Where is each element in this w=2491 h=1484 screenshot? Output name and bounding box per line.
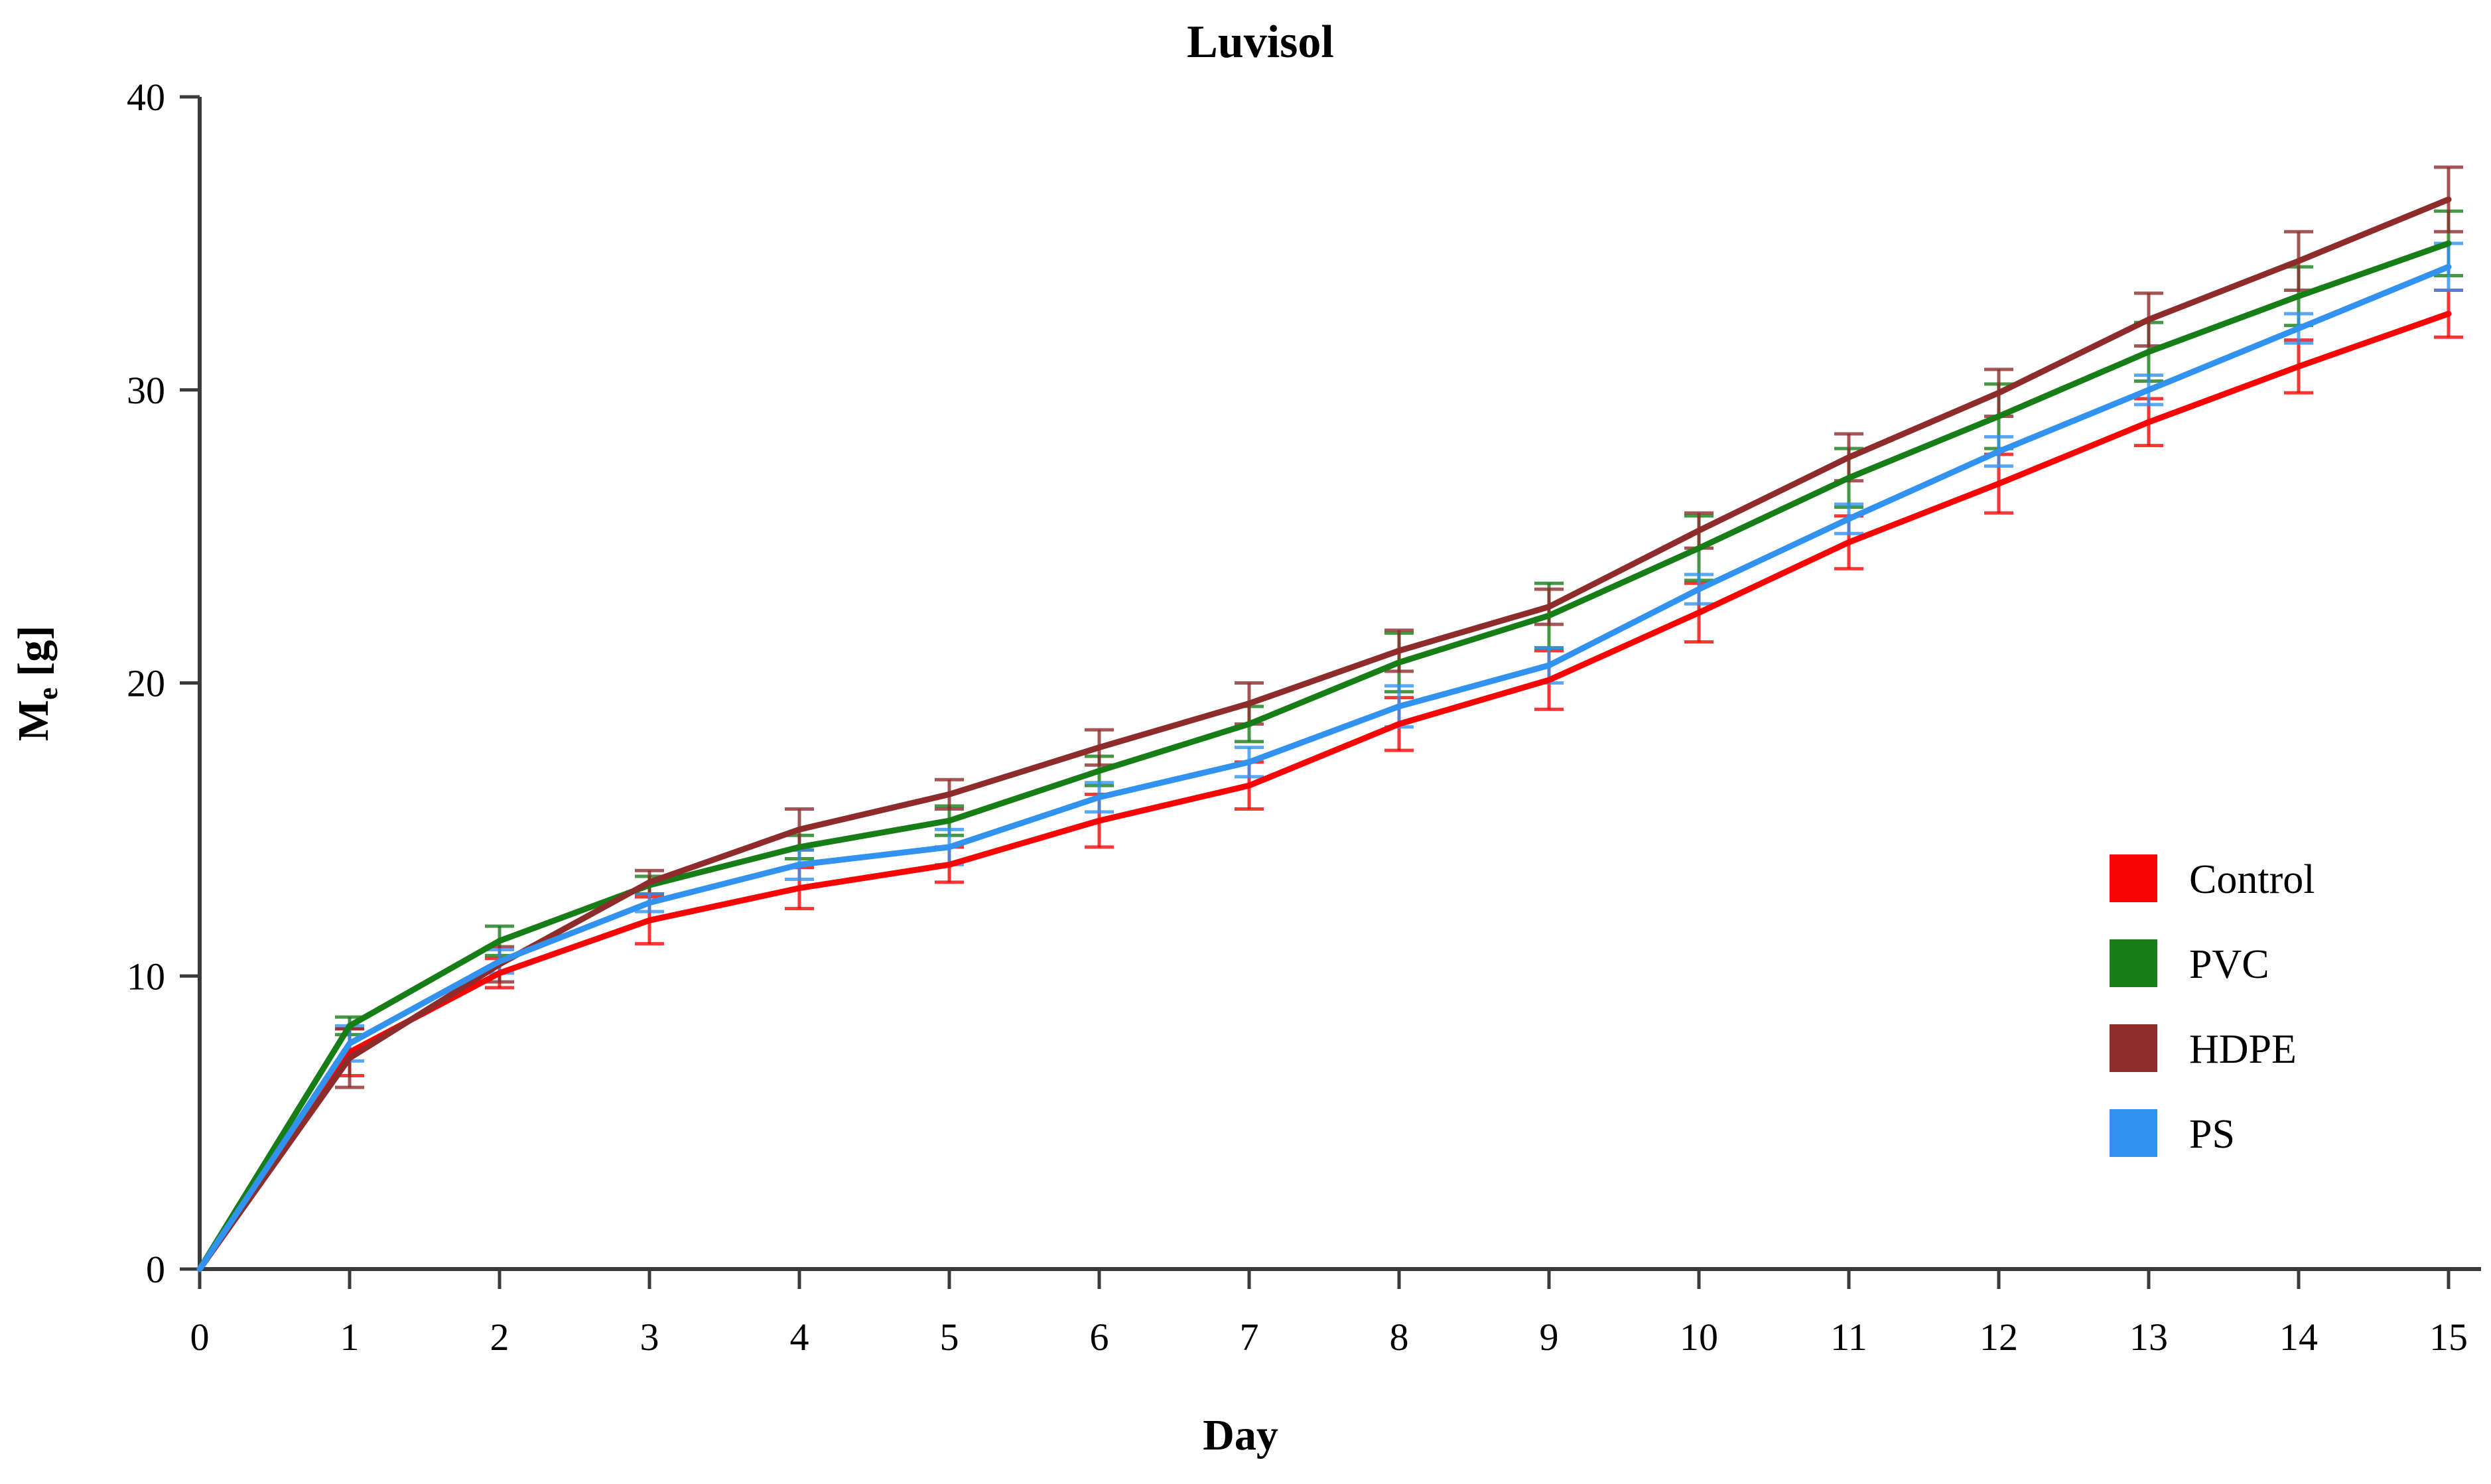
chart-title: Luvisol — [1187, 17, 1334, 68]
x-tick-label-0: 0 — [190, 1315, 210, 1359]
x-axis-title: Day — [1203, 1411, 1278, 1459]
x-tick-label-1: 1 — [340, 1315, 360, 1359]
x-tick-label-10: 10 — [1680, 1315, 1718, 1359]
x-tick-label-7: 7 — [1240, 1315, 1259, 1359]
y-axis-title-part: [g] — [9, 626, 58, 687]
legend-label-pvc: PVC — [2189, 942, 2269, 987]
y-axis-title: Me​ [g] — [9, 626, 64, 741]
legend-label-ps: PS — [2189, 1112, 2235, 1157]
legend-label-hdpe: HDPE — [2189, 1027, 2297, 1072]
x-tick-label-9: 9 — [1540, 1315, 1559, 1359]
x-tick-label-14: 14 — [2279, 1315, 2318, 1359]
x-tick-label-5: 5 — [940, 1315, 959, 1359]
y-tick-label-0: 0 — [146, 1248, 165, 1291]
series-line-ps — [196, 263, 2452, 1272]
legend-swatch-hdpe — [2110, 1024, 2157, 1072]
legend-label-control: Control — [2189, 857, 2315, 902]
x-tick-label-13: 13 — [2129, 1315, 2168, 1359]
y-tick-label-10: 10 — [127, 955, 165, 998]
y-tick-label-40: 40 — [127, 76, 165, 119]
legend-swatch-ps — [2110, 1109, 2157, 1157]
x-tick-label-11: 11 — [1830, 1315, 1867, 1359]
y-tick-label-20: 20 — [127, 662, 165, 705]
y-axis-title-part: M — [9, 700, 58, 741]
y-axis-title-subscript: e — [33, 687, 64, 700]
legend-swatch-pvc — [2110, 939, 2157, 987]
x-tick-label-2: 2 — [490, 1315, 509, 1359]
x-tick-label-8: 8 — [1390, 1315, 1409, 1359]
x-tick-label-4: 4 — [790, 1315, 809, 1359]
series-line-hdpe — [196, 196, 2452, 1272]
x-tick-label-3: 3 — [640, 1315, 659, 1359]
x-tick-label-15: 15 — [2429, 1315, 2468, 1359]
x-tick-label-6: 6 — [1090, 1315, 1109, 1359]
x-tick-label-12: 12 — [1980, 1315, 2018, 1359]
series-line-control — [196, 310, 2452, 1272]
y-tick-label-30: 30 — [127, 369, 165, 412]
legend-swatch-control — [2110, 854, 2157, 902]
series-line-pvc — [196, 240, 2452, 1272]
